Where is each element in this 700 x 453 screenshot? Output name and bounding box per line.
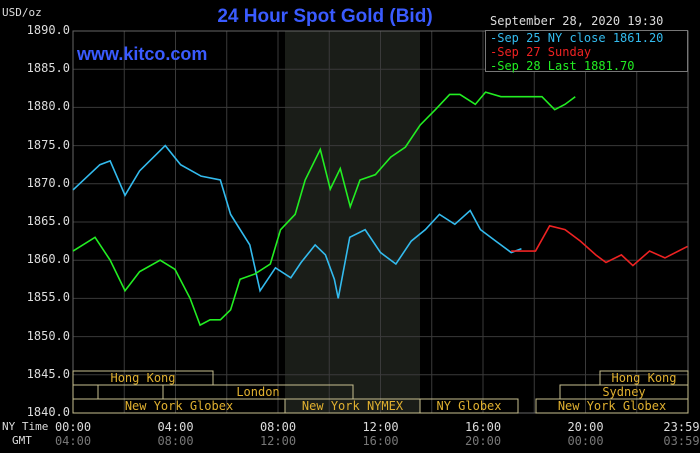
legend-item: -Sep 25 NY close 1861.20 — [490, 31, 664, 45]
legend: -Sep 25 NY close 1861.20 -Sep 27 Sunday … — [485, 30, 688, 73]
gmt-tick-label: 12:00 — [259, 434, 297, 448]
gmt-label: GMT — [12, 434, 32, 447]
y-tick-label: 1865.0 — [26, 214, 70, 228]
ny-tick-label: 08:00 — [259, 420, 297, 434]
gmt-tick-label: 00:00 — [567, 434, 604, 448]
ny-tick-label: 23:59 — [663, 420, 700, 434]
series-line-1 — [511, 224, 688, 267]
y-tick-label: 1845.0 — [26, 366, 70, 381]
legend-item: -Sep 28 Last 1881.70 — [490, 59, 635, 73]
ny-tick-label: 00:00 — [54, 420, 92, 434]
session-box — [97, 384, 164, 400]
ny-time-label: NY Time — [2, 420, 49, 433]
ny-tick-label: 16:00 — [464, 420, 502, 434]
datetime-label: September 28, 2020 19:30 — [490, 14, 664, 28]
session-label: New York Globex — [557, 399, 667, 413]
session-label: Hong Kong — [110, 371, 176, 385]
chart-title: 24 Hour Spot Gold (Bid) — [217, 6, 433, 27]
session-label: Hong Kong — [611, 371, 677, 385]
session-label: NY Globex — [436, 399, 502, 413]
session-label: Sydney — [602, 385, 646, 399]
ny-tick-label: 04:00 — [157, 420, 194, 434]
y-tick-label: 1880.0 — [26, 99, 70, 114]
y-tick-label: 1860.0 — [26, 252, 70, 267]
session-box — [72, 384, 99, 400]
series-line-0 — [72, 144, 522, 299]
y-tick-label: 1855.0 — [26, 290, 70, 305]
series-line-2 — [72, 91, 576, 327]
legend-item: -Sep 27 Sunday — [490, 45, 592, 59]
session-box — [72, 370, 214, 386]
y-tick-label: 1840.0 — [26, 405, 70, 419]
session-box — [535, 398, 689, 414]
gmt-tick-label: 16:00 — [362, 434, 399, 448]
y-tick-label: 1850.0 — [26, 328, 70, 343]
y-tick-label: 1890.0 — [26, 23, 70, 37]
y-tick-label: 1870.0 — [26, 175, 70, 190]
session-label: New York Globex — [124, 399, 234, 413]
gmt-tick-label: 20:00 — [464, 434, 502, 448]
y-tick-label: 1885.0 — [26, 61, 70, 76]
brand-link[interactable]: www.kitco.com — [77, 44, 208, 64]
session-box — [419, 398, 519, 414]
session-label: New York NYMEX — [301, 399, 404, 413]
gmt-tick-label: 03:59 — [663, 434, 700, 448]
y-tick-label: 1875.0 — [26, 137, 70, 152]
unit-label: USD/oz — [2, 6, 42, 19]
gmt-tick-label: 08:00 — [157, 434, 194, 448]
ny-tick-label: 12:00 — [362, 420, 399, 434]
session-label: London — [236, 385, 280, 399]
ny-tick-label: 20:00 — [567, 420, 604, 434]
gmt-tick-label: 04:00 — [54, 434, 92, 448]
